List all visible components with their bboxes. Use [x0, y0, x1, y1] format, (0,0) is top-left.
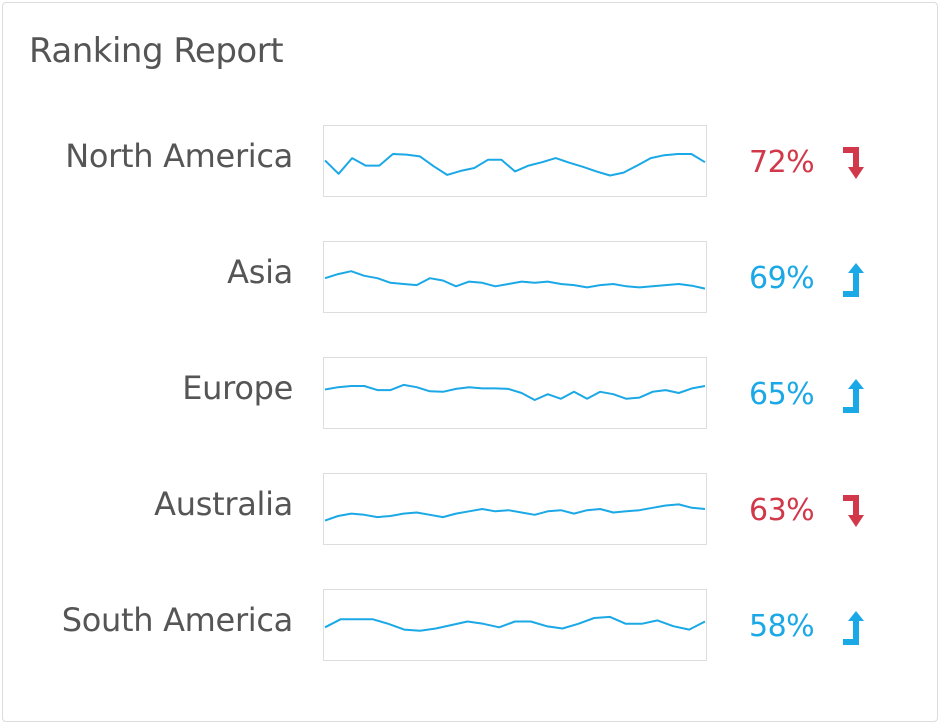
region-label: South America: [61, 601, 294, 639]
ranking-row: Australia 63%: [3, 473, 939, 547]
percent-value: 65%: [749, 377, 815, 412]
sparkline-box: [323, 241, 707, 313]
ranking-row: Asia 69%: [3, 241, 939, 315]
sparkline-box: [323, 357, 707, 429]
region-label: Asia: [227, 253, 293, 291]
sparkline-box: [323, 589, 707, 661]
percent-value: 58%: [749, 609, 815, 644]
sparkline-series-line: [324, 153, 706, 177]
sparkline-series-line: [324, 503, 706, 522]
region-label: North America: [65, 137, 293, 175]
sparkline-series-line: [324, 383, 706, 401]
sparkline-chart: [324, 153, 706, 177]
ranking-row: North America 72%: [3, 125, 939, 199]
sparkline-series-line: [324, 615, 706, 632]
sparkline-chart: [324, 383, 706, 401]
arrow-down-icon: [843, 147, 864, 179]
sparkline-box: [323, 473, 707, 545]
sparkline-chart: [324, 615, 706, 632]
arrow-up-icon: [843, 379, 864, 413]
sparkline-chart: [324, 503, 706, 522]
sparkline-box: [323, 125, 707, 197]
percent-value: 72%: [749, 145, 815, 180]
arrow-up-icon: [843, 263, 864, 297]
percent-value: 69%: [749, 261, 815, 296]
card-title: Ranking Report: [29, 31, 284, 71]
arrow-up-icon: [843, 611, 864, 645]
arrow-down-icon: [843, 495, 864, 527]
ranking-row: Europe 65%: [3, 357, 939, 431]
region-label: Australia: [154, 485, 293, 523]
region-label: Europe: [182, 369, 293, 407]
percent-value: 63%: [749, 493, 815, 528]
sparkline-chart: [324, 270, 706, 290]
ranking-row: South America 58%: [3, 589, 939, 663]
sparkline-series-line: [324, 270, 706, 290]
